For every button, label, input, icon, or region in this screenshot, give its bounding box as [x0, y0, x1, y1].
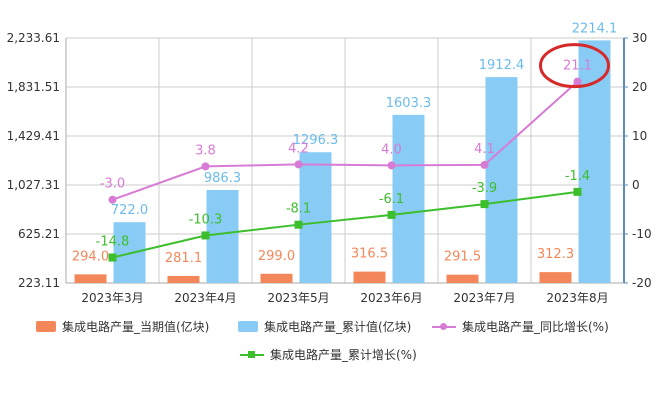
label-yoy-growth: 21.1 [563, 59, 592, 74]
point-cumulative-growth [480, 200, 489, 209]
x-tick-label: 2023年6月 [360, 291, 422, 305]
bar-cumulative-output [206, 189, 239, 283]
legend-swatch-cumulative-output [238, 321, 258, 332]
point-cumulative-growth [108, 253, 117, 262]
label-cumulative-output: 2214.1 [572, 21, 618, 36]
label-cumulative-growth: -6.1 [379, 192, 404, 207]
bar-current-output [539, 272, 572, 283]
label-current-output: 294.0 [72, 249, 109, 264]
y-tick-left: 2,233.61 [7, 31, 60, 45]
label-yoy-growth: 4.0 [381, 142, 402, 157]
x-tick-label: 2023年3月 [81, 291, 143, 305]
legend-label-cumulative-output: 集成电路产量_累计值(亿块) [264, 320, 412, 334]
point-cumulative-growth [294, 220, 303, 229]
y-tick-left: 1,429.41 [7, 129, 60, 143]
legend-swatch-cumulative-growth [240, 349, 264, 360]
label-yoy-growth: -3.0 [100, 177, 125, 192]
label-cumulative-output: 986.3 [204, 171, 241, 186]
label-current-output: 291.5 [444, 250, 481, 265]
bar-cumulative-output [392, 114, 425, 283]
point-yoy-growth [387, 161, 396, 170]
point-yoy-growth [201, 162, 210, 171]
label-cumulative-growth: -8.1 [286, 202, 311, 217]
legend-item-cumulative-growth[interactable]: 集成电路产量_累计增长(%) [240, 346, 417, 363]
y-tick-right: 30 [632, 31, 647, 45]
legend-swatch-current-output [36, 321, 56, 332]
y-tick-left: 1,831.51 [7, 80, 60, 94]
point-yoy-growth [480, 160, 489, 169]
bar-current-output [446, 274, 479, 283]
point-cumulative-growth [573, 187, 582, 196]
label-yoy-growth: 4.1 [474, 142, 495, 157]
x-tick-label: 2023年4月 [174, 291, 236, 305]
label-current-output: 281.1 [165, 251, 202, 266]
y-tick-right: 0 [632, 178, 640, 192]
label-cumulative-growth: -14.8 [96, 235, 130, 250]
y-tick-left: 1,027.31 [7, 178, 60, 192]
bar-current-output [167, 275, 200, 283]
y-tick-right: -20 [632, 276, 652, 290]
point-cumulative-growth [387, 210, 396, 219]
label-cumulative-growth: -1.4 [565, 169, 590, 184]
label-cumulative-growth: -3.9 [472, 181, 497, 196]
y-tick-left: 223.11 [18, 276, 60, 290]
bar-cumulative-output [578, 40, 611, 283]
legend-label-yoy-growth: 集成电路产量_同比增长(%) [462, 320, 609, 334]
label-cumulative-growth: -10.3 [189, 212, 223, 227]
label-yoy-growth: 4.2 [288, 141, 309, 156]
label-yoy-growth: 3.8 [195, 143, 216, 158]
label-current-output: 299.0 [258, 249, 295, 264]
label-current-output: 316.5 [351, 247, 388, 262]
legend-label-cumulative-growth: 集成电路产量_累计增长(%) [270, 348, 417, 362]
label-cumulative-output: 1603.3 [386, 96, 432, 111]
y-tick-right: 20 [632, 80, 647, 94]
y-tick-right: 10 [632, 129, 647, 143]
bar-current-output [353, 271, 386, 283]
legend-item-cumulative-output[interactable]: 集成电路产量_累计值(亿块) [238, 318, 411, 335]
label-cumulative-output: 1296.3 [293, 133, 339, 148]
bar-cumulative-output [485, 77, 518, 283]
y-tick-left: 625.21 [18, 227, 60, 241]
x-tick-label: 2023年7月 [453, 291, 515, 305]
point-yoy-growth [573, 77, 582, 86]
highlight-circle-annotation [539, 43, 610, 89]
x-tick-label: 2023年8月 [546, 291, 608, 305]
x-tick-label: 2023年5月 [267, 291, 329, 305]
line-cumulative-growth [112, 190, 578, 259]
bar-current-output [74, 274, 107, 283]
y-tick-right: -10 [632, 227, 652, 241]
label-cumulative-output: 722.0 [111, 203, 148, 218]
legend-item-current-output[interactable]: 集成电路产量_当期值(亿块) [36, 318, 209, 335]
bar-cumulative-output [299, 152, 332, 283]
point-cumulative-growth [201, 231, 210, 240]
legend-label-current-output: 集成电路产量_当期值(亿块) [62, 320, 210, 334]
legend-swatch-yoy-growth [432, 321, 456, 332]
point-yoy-growth [108, 195, 117, 204]
point-yoy-growth [294, 160, 303, 169]
bar-current-output [260, 273, 293, 283]
legend-item-yoy-growth[interactable]: 集成电路产量_同比增长(%) [432, 318, 609, 335]
label-cumulative-output: 1912.4 [479, 58, 525, 73]
label-current-output: 312.3 [537, 247, 574, 262]
line-yoy-growth [112, 80, 579, 201]
